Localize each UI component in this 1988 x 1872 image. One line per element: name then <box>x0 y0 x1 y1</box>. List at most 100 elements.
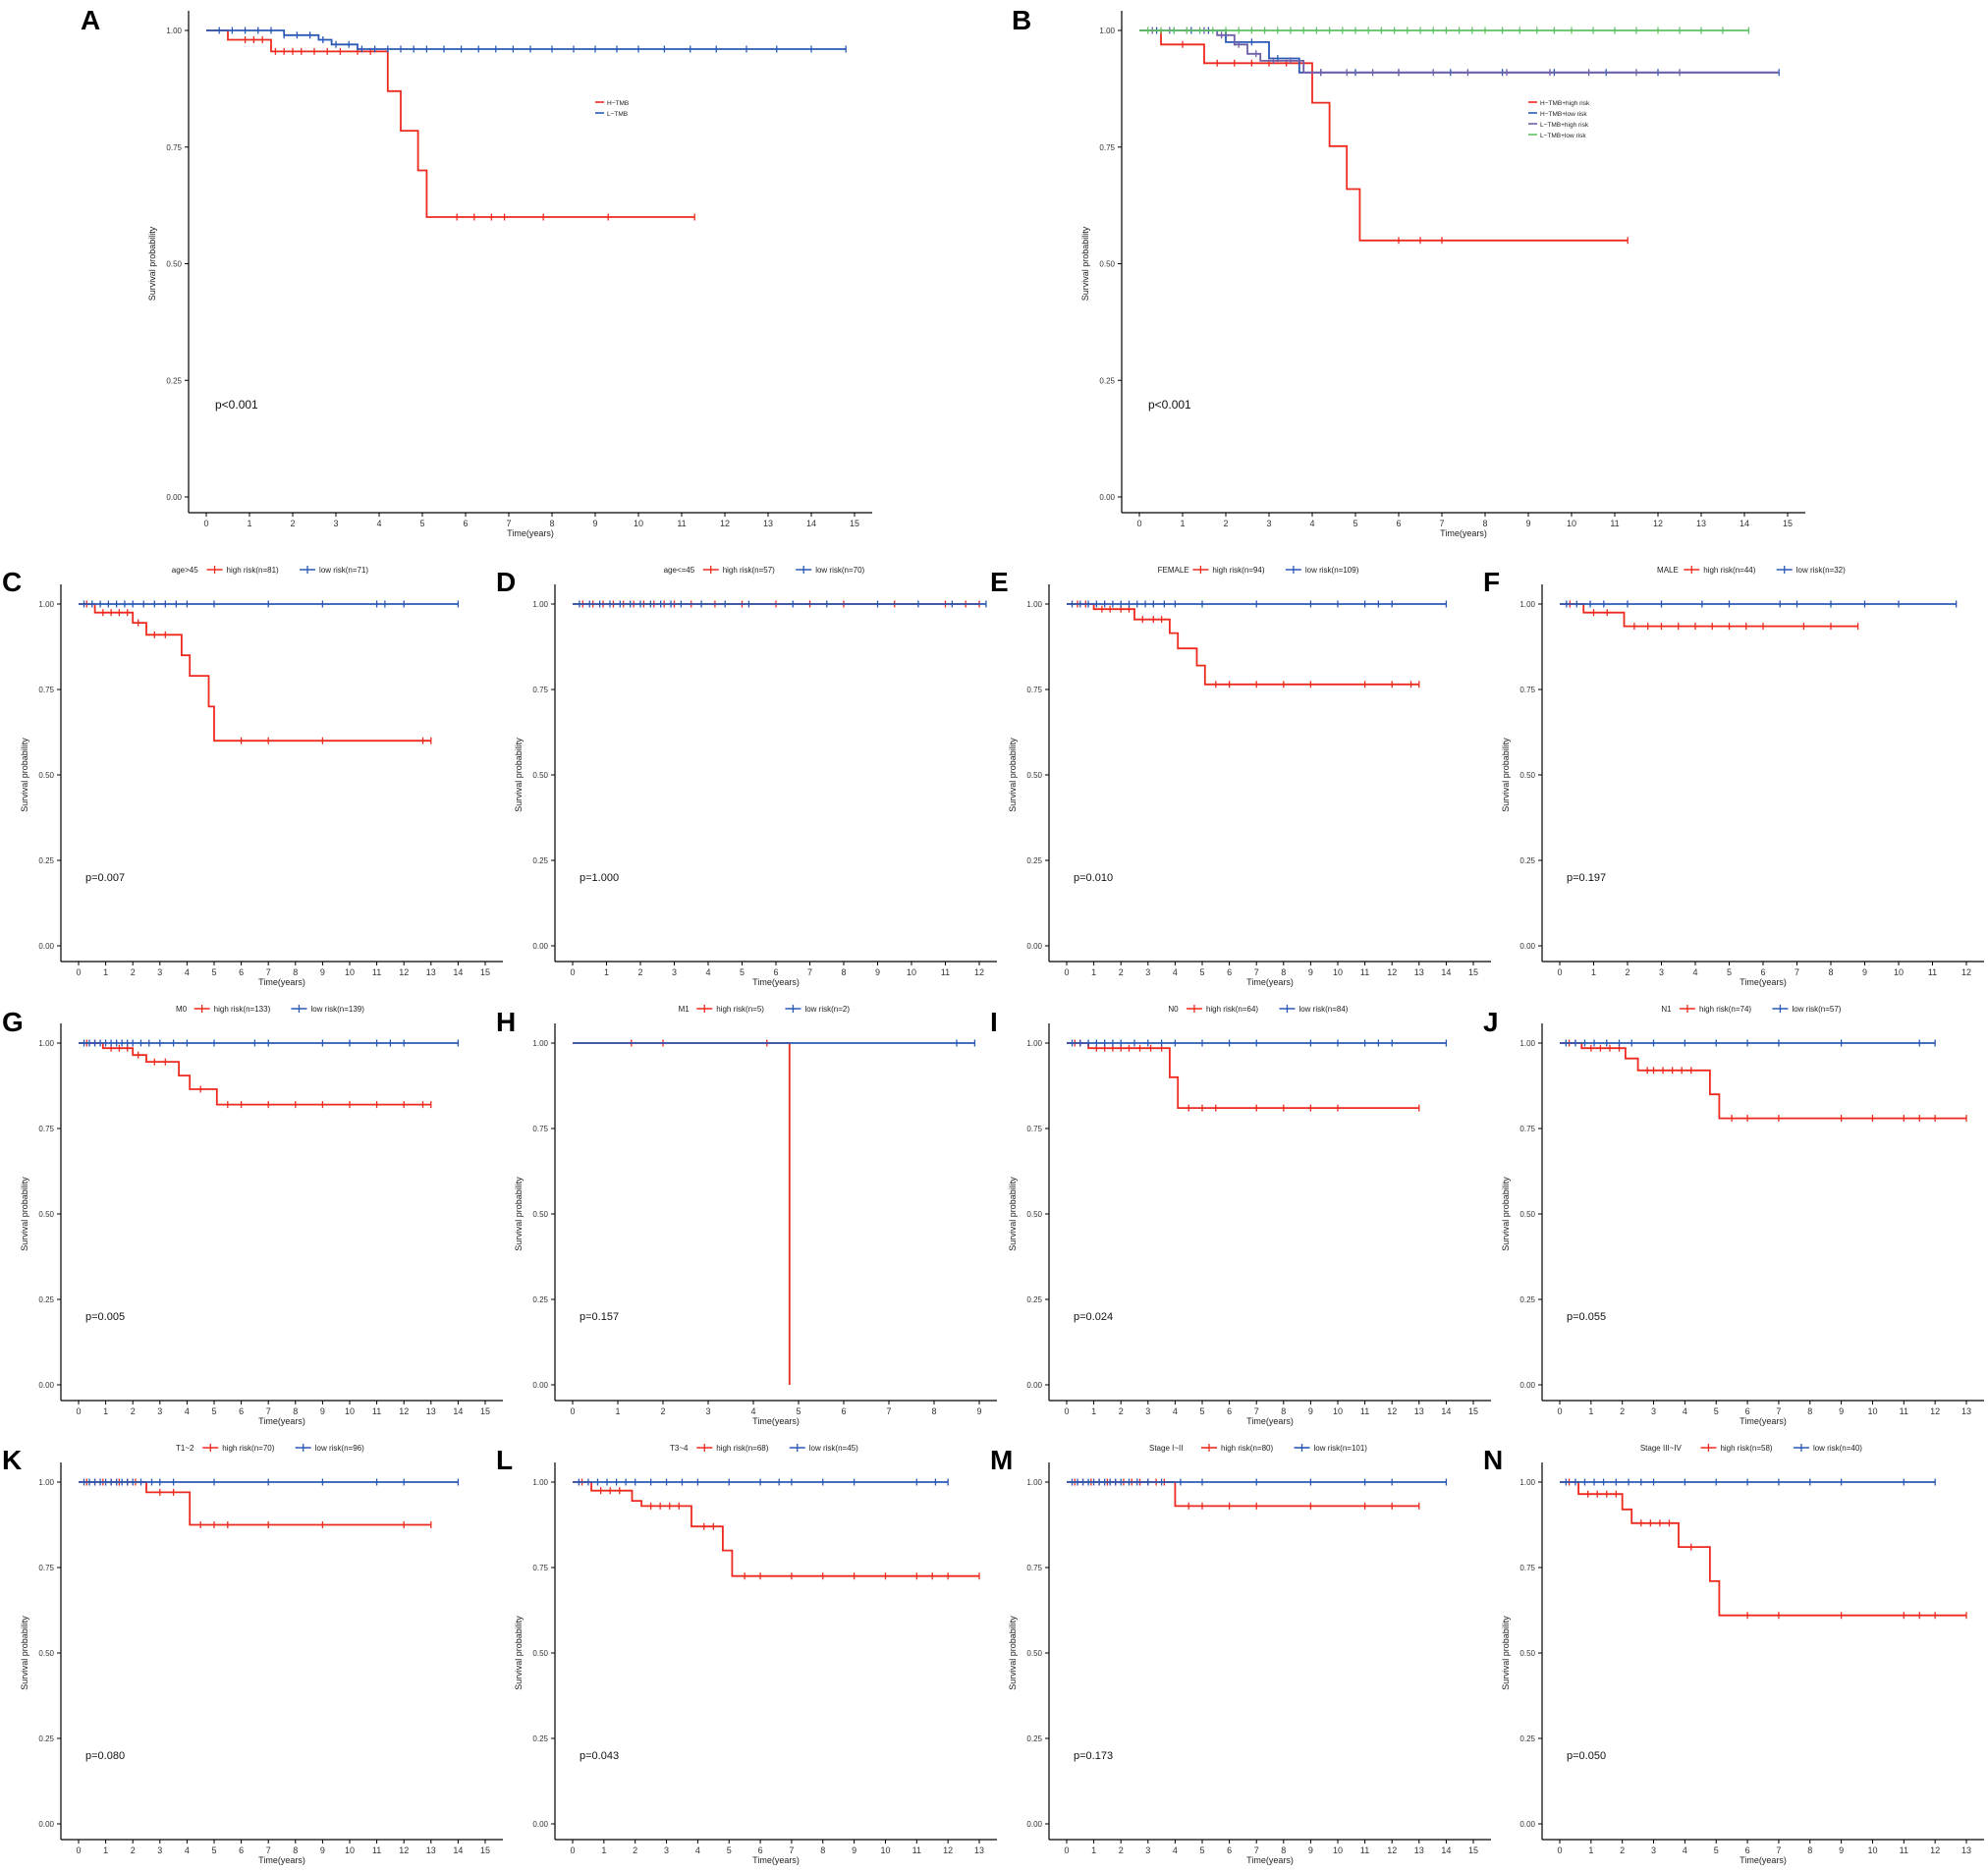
x-tick-label: 5 <box>1353 519 1357 528</box>
x-tick-label: 13 <box>1414 967 1424 977</box>
legend-label: L−TMB <box>607 111 628 118</box>
y-tick-label: 0.50 <box>1519 1649 1535 1658</box>
x-tick-label: 9 <box>320 1406 325 1416</box>
y-tick-label: 0.50 <box>38 771 54 780</box>
y-tick-label: 0.00 <box>1026 942 1042 951</box>
x-tick-label: 13 <box>1961 1845 1971 1855</box>
legend-label: high risk(n=64) <box>1206 1005 1258 1014</box>
x-tick-label: 15 <box>1783 519 1793 528</box>
legend-label: low risk(n=101) <box>1314 1444 1368 1453</box>
x-tick-label: 12 <box>1387 1845 1397 1855</box>
x-tick-label: 3 <box>1266 519 1271 528</box>
y-tick-label: 0.00 <box>532 1381 548 1390</box>
x-tick-label: 6 <box>1745 1406 1750 1416</box>
p-value: p<0.001 <box>1148 398 1191 412</box>
x-tick-label: 12 <box>1653 519 1663 528</box>
x-tick-label: 2 <box>131 967 136 977</box>
y-tick-label: 0.00 <box>532 1820 548 1829</box>
panel-e: E0.000.250.500.751.000 1 2 3 4 5 6 7 8 9 10 11 12 13 1… <box>990 566 1491 987</box>
x-tick-label: 7 <box>266 1845 271 1855</box>
x-axis-title: Time(years) <box>1740 977 1787 987</box>
x-axis-title: Time(years) <box>258 1416 305 1426</box>
legend-label: high risk(n=68) <box>716 1444 768 1453</box>
y-tick-label: 0.75 <box>1099 143 1115 152</box>
legend-title: N1 <box>1661 1005 1672 1014</box>
x-tick-label: 7 <box>1254 967 1259 977</box>
p-value: p=0.080 <box>85 1750 125 1762</box>
x-tick-label: 14 <box>453 967 463 977</box>
y-tick-label: 0.00 <box>1519 942 1535 951</box>
x-tick-label: 10 <box>1333 1845 1343 1855</box>
x-tick-label: 0 <box>1064 967 1069 977</box>
legend-label: L−TMB+low risk <box>1540 133 1586 139</box>
legend: age<=45 high risk(n=57) low risk(n=70) <box>664 566 865 575</box>
y-tick-label: 1.00 <box>1026 1478 1042 1487</box>
p-value: p=0.005 <box>85 1311 125 1323</box>
x-tick-label: 5 <box>211 967 216 977</box>
panel-m: M0.000.250.500.751.000 1 2 3 4 5 6 7 8 9 10 11 12 13 1… <box>990 1444 1491 1865</box>
x-tick-label: 6 <box>773 967 778 977</box>
panel-j: J0.000.250.500.751.000 1 2 3 4 5 6 7 8 9 10 11 12 13T… <box>1483 1005 1984 1426</box>
y-tick-label: 0.75 <box>1519 686 1535 694</box>
x-tick-label: 2 <box>131 1845 136 1855</box>
x-tick-label: 6 <box>239 967 244 977</box>
legend: FEMALE high risk(n=94) low risk(n=109) <box>1158 566 1359 575</box>
x-tick-label: 2 <box>1620 1845 1625 1855</box>
x-tick-label: 0 <box>1136 519 1141 528</box>
x-tick-label: 14 <box>1740 519 1749 528</box>
x-tick-label: 10 <box>345 967 355 977</box>
y-axis-title: Survival probability <box>514 1616 524 1690</box>
x-tick-label: 10 <box>345 1406 355 1416</box>
p-value: p=0.010 <box>1074 872 1113 884</box>
panel-letter-d: D <box>496 567 516 597</box>
x-tick-label: 3 <box>157 967 162 977</box>
x-tick-label: 8 <box>931 1406 936 1416</box>
y-tick-label: 0.50 <box>532 1210 548 1219</box>
x-tick-label: 1 <box>103 1406 108 1416</box>
x-tick-label: 4 <box>185 1406 190 1416</box>
x-tick-label: 4 <box>1173 1406 1178 1416</box>
x-axis-title: Time(years) <box>1246 1855 1294 1865</box>
x-tick-label: 6 <box>239 1406 244 1416</box>
panel-k: K0.000.250.500.751.000 1 2 3 4 5 6 7 8 9 10 11 12 13 1… <box>2 1444 503 1865</box>
km-curve-high <box>573 1481 979 1577</box>
y-axis-title: Survival probability <box>20 1616 29 1690</box>
x-tick-label: 14 <box>1441 1845 1451 1855</box>
y-tick-label: 1.00 <box>38 600 54 609</box>
x-tick-label: 9 <box>320 1845 325 1855</box>
x-tick-label: 12 <box>1930 1845 1940 1855</box>
x-tick-label: 12 <box>1387 967 1397 977</box>
x-tick-label: 11 <box>1360 967 1369 977</box>
y-tick-label: 1.00 <box>532 600 548 609</box>
km-curve-high <box>206 29 695 218</box>
y-tick-label: 1.00 <box>1026 1039 1042 1048</box>
legend-label: low risk(n=139) <box>310 1005 364 1014</box>
y-tick-label: 0.50 <box>1026 1649 1042 1658</box>
x-tick-label: 9 <box>976 1406 981 1416</box>
panel-h: H 0.00 0.25 0.50 0.75 1.00 0 1 2 3 4 5 6 7 8 9 Time(year… <box>496 1005 997 1426</box>
x-tick-label: 7 <box>807 967 812 977</box>
x-tick-label: 2 <box>1119 967 1124 977</box>
panel-i: I0.000.250.500.751.000 1 2 3 4 5 6 7 8 9 10 11 12 13 1… <box>990 1005 1491 1426</box>
y-tick-label: 0.50 <box>1099 260 1115 269</box>
x-tick-label: 1 <box>1091 1406 1096 1416</box>
y-axis-title: Survival probability <box>1501 1616 1511 1690</box>
x-tick-label: 3 <box>157 1845 162 1855</box>
x-tick-label: 6 <box>239 1845 244 1855</box>
y-tick-label: 0.00 <box>1519 1381 1535 1390</box>
legend: T1~2 high risk(n=70) low risk(n=96) <box>176 1444 364 1453</box>
x-tick-label: 5 <box>419 519 424 528</box>
x-tick-label: 6 <box>758 1845 763 1855</box>
legend: Stage III~IV high risk(n=58) low risk(n=40… <box>1640 1444 1862 1453</box>
y-tick-label: 1.00 <box>1519 1478 1535 1487</box>
x-tick-label: 0 <box>1557 967 1562 977</box>
x-tick-label: 8 <box>1807 1845 1812 1855</box>
p-value: p=0.007 <box>85 872 125 884</box>
y-tick-label: 0.50 <box>1026 1210 1042 1219</box>
x-tick-label: 10 <box>1567 519 1576 528</box>
y-tick-label: 0.25 <box>1026 1295 1042 1304</box>
x-tick-label: 13 <box>426 1845 436 1855</box>
panel-g: G0.000.250.500.751.000 1 2 3 4 5 6 7 8 9 10 11 12 13 1… <box>2 1005 503 1426</box>
x-tick-label: 9 <box>1525 519 1530 528</box>
